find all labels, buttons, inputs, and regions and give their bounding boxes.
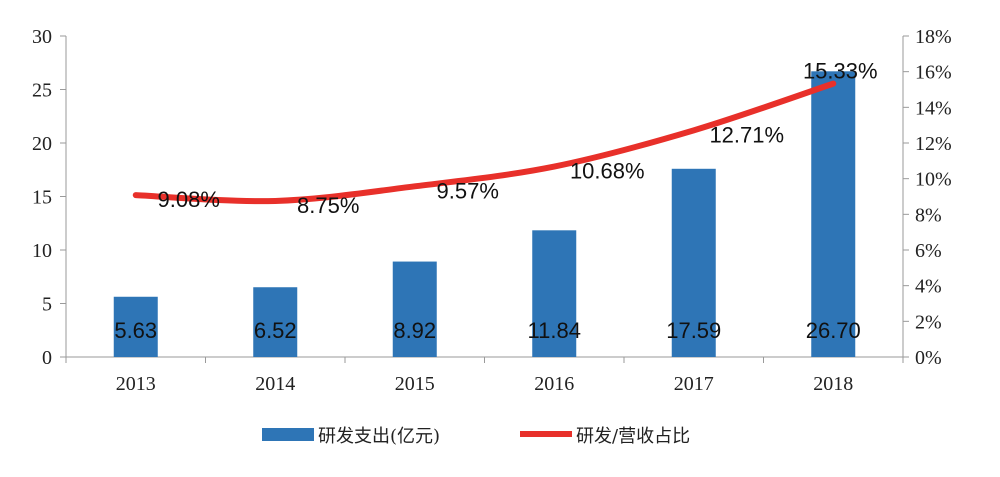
bar-series bbox=[113, 71, 856, 357]
left-y-axis: 0 5 10 15 20 25 30 bbox=[32, 26, 67, 369]
bar bbox=[113, 296, 158, 357]
left-tick-label: 10 bbox=[32, 240, 52, 262]
x-tick-label: 2015 bbox=[395, 373, 435, 395]
right-tick-label: 0% bbox=[915, 347, 942, 369]
legend-line-label: 研发/营收占比 bbox=[576, 426, 690, 447]
right-tick-label: 6% bbox=[915, 240, 942, 262]
x-tick-label: 2016 bbox=[534, 373, 574, 395]
right-tick-label: 10% bbox=[915, 169, 952, 191]
bar bbox=[253, 287, 298, 357]
right-tick-label: 12% bbox=[915, 133, 952, 155]
bar bbox=[671, 168, 716, 357]
line-data-label: 8.75% bbox=[297, 193, 359, 218]
legend-bar-label: 研发支出(亿元) bbox=[318, 426, 440, 447]
right-tick-label: 18% bbox=[915, 26, 952, 48]
x-axis: 2013 2014 2015 2016 2017 2018 bbox=[65, 356, 904, 395]
left-tick-label: 5 bbox=[42, 294, 52, 316]
left-tick-label: 20 bbox=[32, 133, 52, 155]
left-tick-label: 30 bbox=[32, 26, 52, 48]
bar-data-label: 8.92 bbox=[393, 318, 436, 343]
left-tick-label: 0 bbox=[42, 347, 52, 369]
right-tick-label: 2% bbox=[915, 311, 942, 333]
bar-data-labels: 5.63 6.52 8.92 11.84 17.59 26.70 bbox=[114, 318, 860, 343]
bar-data-label: 26.70 bbox=[806, 318, 861, 343]
legend: 研发支出(亿元) 研发/营收占比 bbox=[262, 426, 690, 447]
line-data-label: 12.71% bbox=[709, 122, 784, 147]
x-tick-label: 2014 bbox=[255, 373, 295, 395]
bar-data-label: 5.63 bbox=[114, 318, 157, 343]
line-series bbox=[132, 80, 837, 205]
left-tick-label: 15 bbox=[32, 187, 52, 209]
bar-data-label: 6.52 bbox=[254, 318, 297, 343]
x-tick-label: 2018 bbox=[813, 373, 853, 395]
line-data-label: 9.08% bbox=[158, 187, 220, 212]
bar-data-label: 11.84 bbox=[528, 318, 581, 343]
bar bbox=[811, 71, 856, 357]
left-tick-label: 25 bbox=[32, 80, 52, 102]
legend-bar-swatch bbox=[262, 428, 314, 441]
line-data-label: 15.33% bbox=[803, 59, 878, 84]
line-data-label: 9.57% bbox=[437, 178, 499, 203]
right-tick-label: 4% bbox=[915, 276, 942, 298]
line-data-labels: 9.08% 8.75% 9.57% 10.68% 12.71% 15.33% bbox=[158, 59, 878, 218]
right-tick-label: 8% bbox=[915, 204, 942, 226]
right-tick-label: 14% bbox=[915, 97, 952, 119]
bar bbox=[392, 261, 437, 357]
bar-data-label: 17.59 bbox=[666, 318, 721, 343]
x-tick-label: 2017 bbox=[674, 373, 714, 395]
x-tick-label: 2013 bbox=[116, 373, 156, 395]
line-path bbox=[132, 80, 837, 205]
line-data-label: 10.68% bbox=[570, 159, 645, 184]
right-y-axis: 0% 2% 4% 6% 8% 10% 12% 14% 16% 18% bbox=[902, 26, 952, 369]
bar bbox=[532, 230, 577, 357]
right-tick-label: 16% bbox=[915, 62, 952, 84]
